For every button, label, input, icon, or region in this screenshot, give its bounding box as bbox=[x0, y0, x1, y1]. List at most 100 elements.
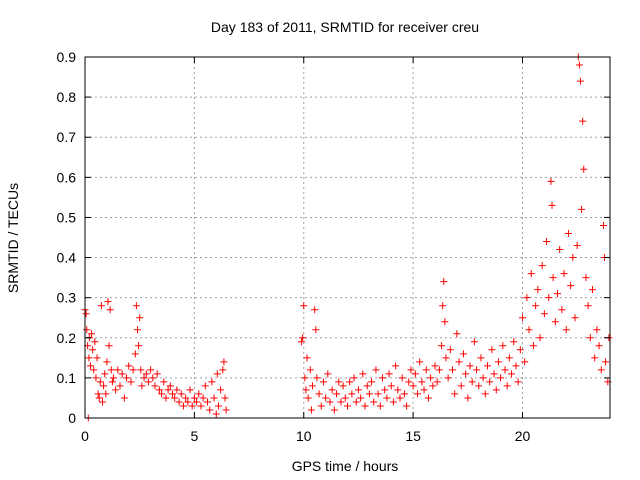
data-point bbox=[302, 386, 310, 394]
data-point bbox=[486, 378, 494, 386]
data-point bbox=[309, 382, 316, 390]
data-point bbox=[372, 366, 380, 374]
data-point bbox=[597, 366, 605, 374]
data-point bbox=[193, 398, 201, 406]
data-point bbox=[431, 362, 439, 370]
data-point bbox=[166, 382, 174, 390]
data-point bbox=[352, 398, 360, 406]
data-point bbox=[303, 354, 311, 362]
data-point bbox=[569, 254, 577, 262]
grid bbox=[85, 56, 610, 418]
data-point bbox=[446, 346, 454, 354]
data-point bbox=[298, 338, 306, 346]
data-point bbox=[86, 362, 94, 370]
data-point bbox=[93, 354, 101, 362]
data-point bbox=[523, 294, 531, 302]
data-point bbox=[348, 390, 356, 398]
data-point bbox=[182, 394, 190, 402]
data-point bbox=[562, 326, 570, 334]
y-tick-label: 0.7 bbox=[57, 129, 77, 145]
data-point bbox=[394, 386, 402, 394]
data-point bbox=[573, 242, 581, 250]
data-point bbox=[144, 378, 152, 386]
data-point bbox=[508, 370, 516, 378]
data-point bbox=[158, 390, 166, 398]
data-point bbox=[173, 386, 181, 394]
tick-labels: 0 0.1 0.2 0.3 0.4 0.5 0.6 0.7 0.8 0.9 0 5 10 15 20 bbox=[57, 49, 531, 444]
x-tick-label: 0 bbox=[81, 428, 89, 444]
data-point bbox=[94, 390, 102, 398]
data-point bbox=[361, 402, 369, 410]
data-point bbox=[328, 386, 336, 394]
data-point bbox=[307, 406, 315, 414]
data-point bbox=[403, 402, 411, 410]
data-point bbox=[82, 310, 90, 318]
data-point bbox=[387, 382, 395, 390]
data-point bbox=[322, 394, 330, 402]
y-axis-label: SRMTID / TECUs bbox=[5, 183, 21, 293]
data-point bbox=[89, 346, 97, 354]
data-point bbox=[359, 370, 367, 378]
data-point bbox=[593, 326, 601, 334]
data-point bbox=[582, 274, 590, 282]
data-point bbox=[558, 306, 566, 314]
data-point bbox=[521, 358, 529, 366]
data-point bbox=[392, 362, 400, 370]
data-point bbox=[85, 354, 93, 362]
data-point bbox=[169, 390, 176, 398]
data-point bbox=[335, 378, 343, 386]
data-point bbox=[379, 374, 386, 382]
data-point bbox=[220, 358, 228, 366]
data-point bbox=[341, 394, 349, 402]
data-point bbox=[138, 382, 146, 390]
data-point bbox=[311, 306, 319, 314]
data-point bbox=[354, 386, 362, 394]
data-point bbox=[105, 342, 113, 350]
data-point bbox=[195, 390, 203, 398]
data-point bbox=[131, 350, 139, 358]
data-point bbox=[459, 350, 467, 358]
data-point bbox=[538, 262, 546, 270]
data-point bbox=[529, 342, 537, 350]
data-point bbox=[206, 406, 214, 414]
data-point bbox=[427, 374, 435, 382]
data-point bbox=[208, 378, 216, 386]
y-tick-label: 0.9 bbox=[57, 49, 77, 65]
plot-border bbox=[84, 56, 611, 419]
data-point bbox=[104, 298, 112, 306]
data-point bbox=[385, 370, 393, 378]
data-point bbox=[125, 362, 133, 370]
y-tick-label: 0.8 bbox=[57, 89, 77, 105]
data-point bbox=[368, 378, 376, 386]
data-point bbox=[527, 270, 535, 278]
data-point bbox=[204, 398, 211, 406]
data-point bbox=[516, 346, 524, 354]
data-point bbox=[142, 370, 150, 378]
data-point bbox=[92, 374, 100, 382]
data-point bbox=[210, 394, 218, 402]
data-point bbox=[330, 406, 338, 414]
data-point bbox=[442, 354, 450, 362]
data-point bbox=[346, 378, 354, 386]
x-tick-label: 20 bbox=[515, 428, 531, 444]
data-point bbox=[96, 378, 104, 386]
data-point bbox=[564, 229, 572, 237]
data-point bbox=[83, 326, 91, 334]
data-point bbox=[492, 386, 500, 394]
data-point bbox=[441, 318, 449, 326]
data-point bbox=[420, 386, 428, 394]
data-point bbox=[451, 390, 459, 398]
data-point bbox=[455, 358, 463, 366]
data-point bbox=[151, 382, 159, 390]
data-point bbox=[584, 302, 592, 310]
data-point bbox=[433, 378, 441, 386]
y-tick-label: 0 bbox=[68, 410, 76, 426]
data-point bbox=[90, 366, 98, 374]
data-point bbox=[222, 406, 230, 414]
data-point bbox=[484, 362, 491, 370]
data-point bbox=[199, 394, 207, 402]
data-point bbox=[438, 342, 446, 350]
data-point bbox=[123, 374, 131, 382]
data-point bbox=[560, 270, 568, 278]
